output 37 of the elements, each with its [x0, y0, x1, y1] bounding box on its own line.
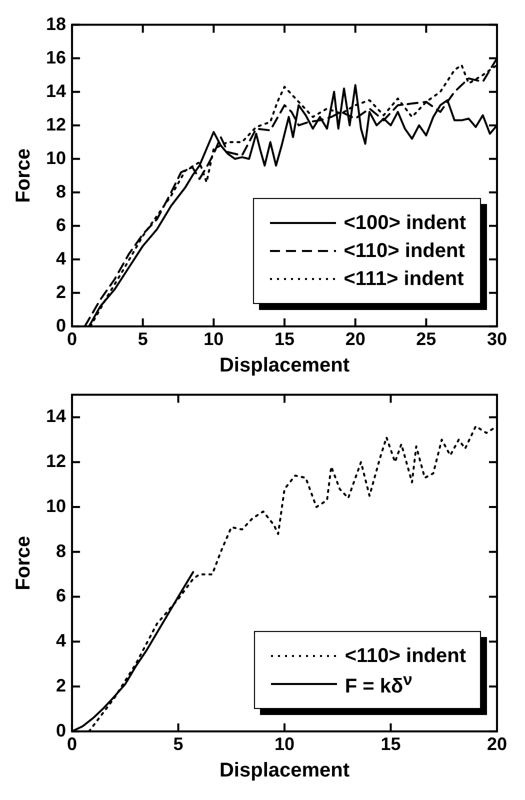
y-axis-title: Force — [12, 536, 35, 590]
legend-label: <111> indent — [344, 268, 464, 290]
x-axis-title: Displacement — [219, 760, 350, 782]
y-tick-label: 2 — [56, 282, 66, 302]
y-tick-label: 6 — [56, 214, 66, 235]
y-tick-label: 10 — [46, 496, 66, 516]
y-tick-label: 12 — [46, 114, 66, 134]
y-axis-title: Force — [12, 148, 35, 203]
x-tick-label: 20 — [345, 329, 366, 350]
x-tick-label: 15 — [274, 329, 295, 350]
x-tick-label: 5 — [173, 734, 184, 754]
legend-label: F = kδ$^{ν}$ — [344, 670, 412, 698]
x-tick-label: 20 — [486, 734, 508, 754]
y-tick-label: 18 — [46, 14, 66, 34]
y-tick-label: 14 — [46, 406, 66, 426]
x-tick-label: 15 — [380, 734, 401, 754]
y-tick-label: 4 — [56, 630, 66, 651]
y-tick-label: 0 — [56, 720, 66, 740]
y-tick-label: 4 — [56, 248, 66, 268]
y-tick-label: 0 — [56, 315, 66, 336]
x-tick-label: 25 — [416, 329, 436, 350]
legend-label: <100> indent — [344, 212, 466, 234]
y-tick-label: 10 — [46, 148, 66, 168]
x-tick-label: 10 — [204, 329, 224, 350]
y-tick-label: 6 — [56, 586, 66, 606]
y-tick-label: 12 — [46, 451, 66, 472]
y-tick-label: 8 — [56, 540, 66, 561]
x-axis-title: Displacement — [219, 354, 350, 377]
legend-label: <110> indent — [344, 240, 465, 262]
legend-label: <110> indent — [344, 644, 466, 668]
y-tick-label: 16 — [46, 47, 66, 68]
x-tick-label: 10 — [274, 734, 295, 754]
y-tick-label: 14 — [46, 80, 66, 101]
x-tick-label: 5 — [138, 329, 148, 350]
x-tick-label: 30 — [486, 329, 508, 350]
y-tick-label: 2 — [56, 675, 66, 696]
y-tick-label: 8 — [56, 181, 66, 202]
